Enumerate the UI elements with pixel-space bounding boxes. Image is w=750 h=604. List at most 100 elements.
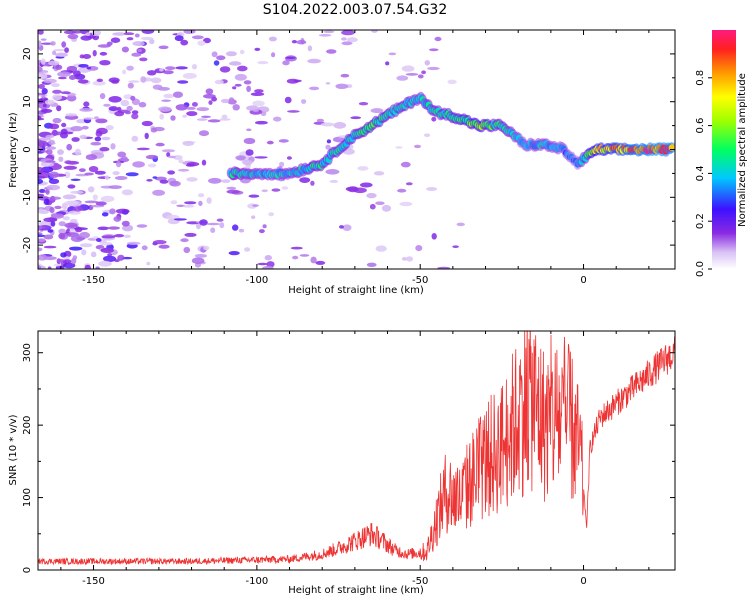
heatmap-noise-cell	[196, 222, 201, 230]
heatmap-noise-cell	[101, 235, 116, 239]
heatmap-noise-cell	[121, 46, 129, 53]
heatmap-noise-cell	[182, 141, 195, 146]
x-tick-label: -50	[412, 576, 428, 587]
heatmap-noise-cell	[58, 76, 67, 80]
heatmap-noise-cell	[141, 120, 153, 127]
heatmap-noise-cell	[199, 219, 208, 226]
heatmap-noise-cell	[95, 201, 107, 206]
heatmap-noise-cell	[183, 246, 191, 254]
heatmap-noise-cell	[254, 156, 268, 159]
heatmap-noise-cell	[254, 89, 264, 93]
heatmap-noise-cell	[421, 70, 426, 75]
heatmap-noise-cell	[38, 171, 51, 179]
heatmap-noise-cell	[310, 180, 315, 186]
heatmap-noise-cell	[43, 217, 58, 223]
heatmap-noise-cell	[252, 100, 265, 107]
heatmap-noise-cell	[73, 206, 83, 212]
heatmap-noise-cell	[45, 134, 55, 139]
heatmap-noise-cell	[186, 162, 200, 167]
heatmap-noise-cell	[153, 240, 167, 245]
x-tick-label: -50	[412, 275, 428, 286]
heatmap-noise-cell	[286, 156, 292, 160]
heatmap-noise-cell	[64, 160, 73, 165]
heatmap-noise-cell	[174, 218, 187, 221]
heatmap-noise-cell	[206, 222, 220, 226]
heatmap-noise-cell	[52, 89, 62, 94]
heatmap-noise-cell	[147, 70, 157, 76]
heatmap-noise-cell	[53, 48, 66, 52]
snr-series-line	[38, 331, 675, 566]
heatmap-noise-cell	[228, 97, 235, 104]
heatmap-noise-cell	[244, 247, 251, 252]
heatmap-noise-cell	[38, 30, 44, 35]
heatmap-noise-cell	[109, 208, 116, 215]
heatmap-noise-cell	[47, 266, 52, 269]
colorbar-tick-label: 0.0	[695, 261, 706, 277]
heatmap-noise-cell	[78, 64, 89, 68]
heatmap-noise-cell	[180, 39, 189, 46]
colorbar: 0.0 0.2 0.4 0.6 0.8 Normalized spectral ampl…	[695, 30, 748, 277]
heatmap-noise-cell	[173, 155, 183, 160]
heatmap-noise-cell	[262, 224, 267, 229]
heatmap-noise-cell	[191, 257, 205, 265]
heatmap-noise-cell	[107, 226, 120, 230]
heatmap-noise-cell	[234, 83, 242, 87]
heatmap-noise-cell	[83, 101, 90, 107]
heatmap-noise-cell	[152, 176, 158, 179]
heatmap-noise-cell	[51, 83, 60, 88]
heatmap-noise-cell	[43, 190, 50, 193]
heatmap-noise-cell	[340, 73, 350, 78]
heatmap-noise-cell	[341, 41, 353, 46]
heatmap-noise-cell	[91, 30, 101, 37]
heatmap-noise-cell	[323, 30, 335, 34]
heatmap-noise-cell	[250, 92, 265, 96]
heatmap-noise-cell	[38, 254, 48, 261]
heatmap-noise-cell	[104, 175, 110, 180]
heatmap-noise-cell	[77, 79, 89, 84]
heatmap-noise-cell	[360, 182, 373, 188]
heatmap-noise-cell	[50, 41, 56, 46]
heatmap-noise-cell	[108, 106, 119, 112]
heatmap-noise-cell	[180, 238, 189, 243]
heatmap-noise-cell	[67, 184, 76, 189]
heatmap-noise-cell	[108, 96, 122, 103]
heatmap-noise-cell	[99, 147, 110, 152]
heatmap-noise-cell	[69, 75, 76, 80]
heatmap-noise-cell	[84, 172, 94, 176]
heatmap-noise-cell	[341, 30, 355, 36]
heatmap-noise-cell	[205, 88, 214, 95]
x-tick-label: -150	[82, 275, 105, 286]
heatmap-noise-cell	[60, 132, 68, 139]
heatmap-noise-cell	[38, 117, 45, 121]
colorbar-tick-label: 0.6	[695, 118, 706, 134]
heatmap-noise-cell	[125, 172, 139, 177]
heatmap-noise-cell	[73, 70, 81, 77]
heatmap-noise-cell	[396, 75, 409, 81]
heatmap-noise-cell	[58, 221, 66, 227]
heatmap-noise-cell	[116, 160, 122, 168]
heatmap-noise-cell	[57, 149, 64, 155]
heatmap-noise-cell	[114, 234, 125, 238]
heatmap-noise-cell	[97, 44, 111, 48]
heatmap-noise-cell	[429, 48, 439, 52]
spectrogram-y-axis-label: Frequency (Hz)	[8, 112, 19, 188]
heatmap-noise-cell	[96, 238, 102, 242]
heatmap-noise-cell	[431, 233, 437, 240]
heatmap-noise-cell	[369, 203, 376, 210]
heatmap-noise-cell	[158, 244, 170, 249]
heatmap-noise-cell	[310, 256, 317, 264]
heatmap-noise-cell	[123, 234, 131, 238]
heatmap-noise-cell	[106, 41, 113, 46]
heatmap-noise-cell	[268, 36, 277, 42]
heatmap-noise-cell	[254, 47, 261, 52]
heatmap-noise-cell	[238, 228, 245, 233]
heatmap-noise-cell	[115, 208, 130, 214]
heatmap-noise-cell	[333, 122, 347, 129]
heatmap-noise-cell	[92, 80, 106, 86]
heatmap-noise-cell	[186, 111, 198, 117]
heatmap-noise-cell	[268, 212, 275, 217]
heatmap-noise-cell	[219, 66, 231, 73]
heatmap-noise-cell	[45, 146, 57, 150]
heatmap-noise-cell	[210, 227, 216, 233]
